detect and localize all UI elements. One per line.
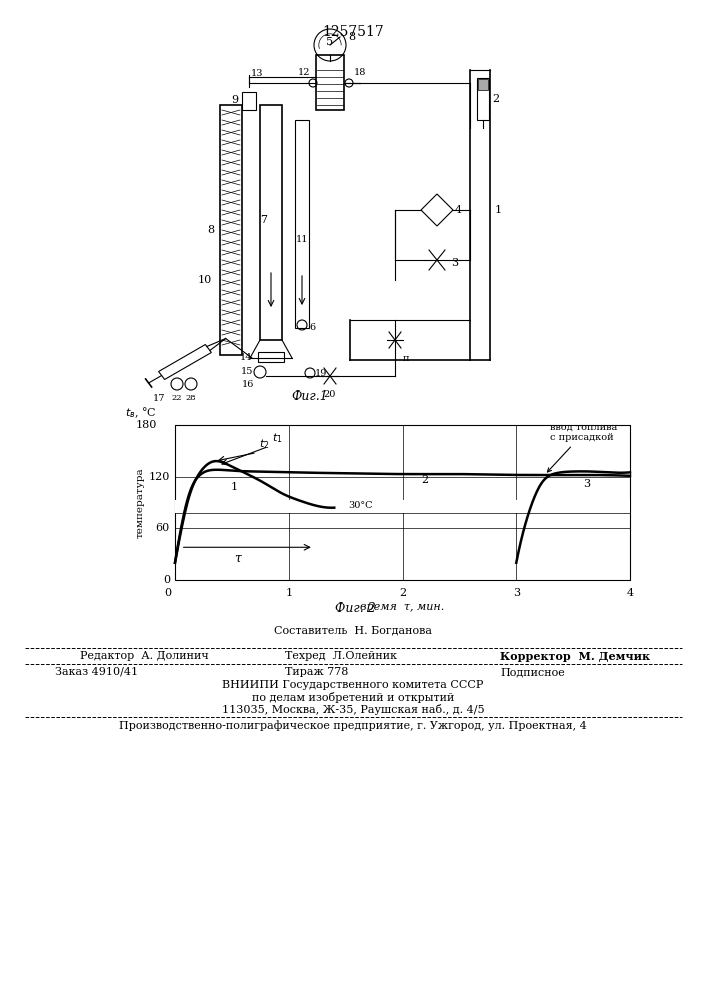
Bar: [242, 92, 256, 110]
Text: 0: 0: [163, 575, 170, 585]
Text: 19: 19: [315, 368, 327, 377]
Text: 4: 4: [626, 588, 633, 598]
Text: 3: 3: [513, 588, 520, 598]
Text: 7: 7: [260, 215, 267, 225]
Text: время  τ, мин.: время τ, мин.: [361, 602, 445, 612]
Text: п: п: [403, 354, 409, 363]
Text: 15: 15: [240, 367, 253, 376]
Text: 120: 120: [148, 472, 170, 482]
Text: 1257517: 1257517: [322, 25, 384, 39]
Text: 30°C: 30°C: [348, 501, 373, 510]
Text: 20: 20: [324, 390, 337, 399]
Text: 12: 12: [298, 68, 310, 77]
Text: 9: 9: [231, 95, 238, 105]
Text: Корректор  М. Демчик: Корректор М. Демчик: [500, 651, 650, 662]
Text: 8: 8: [207, 225, 214, 235]
Text: 180: 180: [136, 420, 157, 430]
Text: $t_1$: $t_1$: [271, 431, 282, 445]
Bar: [175, 500, 630, 513]
Text: 5: 5: [327, 37, 334, 47]
Text: 2: 2: [399, 588, 406, 598]
Text: 10: 10: [198, 275, 212, 285]
Bar: [220, 105, 242, 355]
Text: 11: 11: [296, 235, 308, 244]
Text: 2: 2: [492, 94, 499, 104]
Text: 0: 0: [164, 588, 171, 598]
Text: 1: 1: [495, 205, 502, 215]
Text: 13: 13: [251, 69, 264, 78]
Text: Фиг.1: Фиг.1: [291, 390, 328, 403]
Text: Тираж 778: Тираж 778: [285, 667, 349, 677]
Text: 6: 6: [309, 324, 315, 332]
Bar: [478, 79, 488, 90]
Bar: [258, 352, 284, 362]
Text: по делам изобретений и открытий: по делам изобретений и открытий: [252, 692, 454, 703]
Text: 4: 4: [455, 205, 462, 215]
Bar: [477, 78, 489, 120]
Bar: [175, 425, 630, 580]
Text: Составитель  Н. Богданова: Составитель Н. Богданова: [274, 625, 432, 635]
Text: 8: 8: [348, 32, 355, 42]
Text: ввод топлива
с присадкой: ввод топлива с присадкой: [547, 423, 618, 472]
Text: 113035, Москва, Ж-35, Раушская наб., д. 4/5: 113035, Москва, Ж-35, Раушская наб., д. …: [222, 704, 484, 715]
Text: 28: 28: [186, 394, 197, 402]
Text: 2: 2: [421, 475, 429, 485]
Text: τ: τ: [234, 551, 241, 564]
Text: температура: температура: [136, 467, 144, 538]
Text: Заказ 4910/41: Заказ 4910/41: [55, 667, 138, 677]
Text: ВНИИПИ Государственного комитета СССР: ВНИИПИ Государственного комитета СССР: [222, 680, 484, 690]
Text: 22: 22: [172, 394, 182, 402]
Text: $t_2$: $t_2$: [259, 437, 269, 451]
Text: Фиг. 2: Фиг. 2: [334, 602, 375, 615]
Text: Производственно-полиграфическое предприятие, г. Ужгород, ул. Проектная, 4: Производственно-полиграфическое предприя…: [119, 720, 587, 731]
Text: 18: 18: [354, 68, 366, 77]
Text: 17: 17: [153, 394, 165, 403]
Text: 16: 16: [242, 380, 255, 389]
Bar: [316, 55, 344, 110]
Text: Редактор  А. Долинич: Редактор А. Долинич: [80, 651, 209, 661]
Text: 1: 1: [230, 482, 238, 492]
Text: 3: 3: [583, 479, 590, 489]
Text: Подписное: Подписное: [500, 667, 565, 677]
Bar: [260, 105, 282, 340]
Text: 1: 1: [285, 588, 292, 598]
Bar: [295, 120, 309, 328]
Text: 14: 14: [240, 354, 252, 362]
Text: $t_в$, °C: $t_в$, °C: [125, 405, 157, 420]
Text: 60: 60: [156, 523, 170, 533]
Text: 3: 3: [451, 258, 458, 268]
Text: Техред  Л.Олейник: Техред Л.Олейник: [285, 651, 397, 661]
